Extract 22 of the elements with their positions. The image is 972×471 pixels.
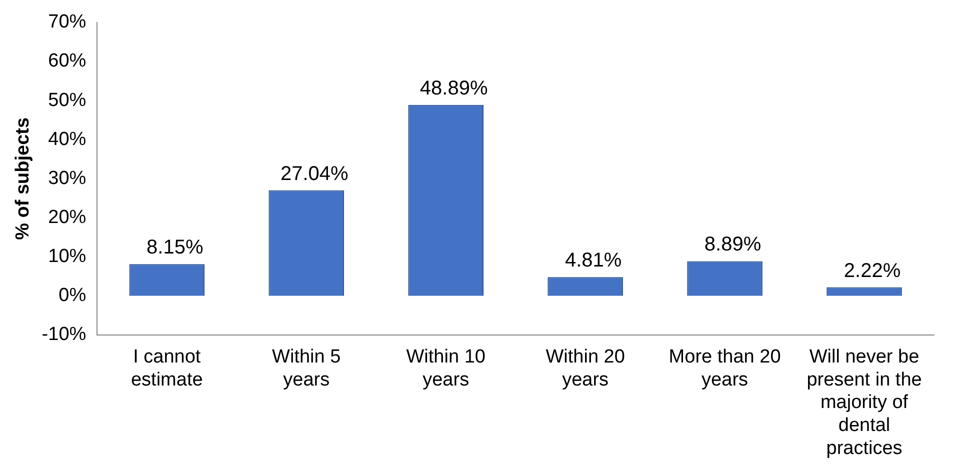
y-tick-label: 60% (48, 50, 86, 72)
data-label: 48.89% (420, 77, 488, 100)
x-tick-label: I cannot estimate (130, 346, 203, 390)
data-label: 27.04% (280, 162, 348, 185)
x-tick-label: Will never be present in the majority of dental practices (806, 346, 922, 459)
x-tick-label: Within 20 years (546, 346, 625, 390)
data-label: 2.22% (844, 260, 901, 282)
x-tick-label: Within 5 years (272, 346, 341, 390)
y-tick-label: 40% (48, 128, 86, 150)
y-tick-label: 10% (48, 246, 86, 268)
data-label: 4.81% (564, 250, 622, 272)
data-label: 8.89% (704, 234, 762, 256)
data-label: 8.15% (146, 236, 204, 259)
y-tick-label: 0% (58, 285, 86, 306)
y-axis-title: % of subjects (12, 117, 34, 240)
y-tick-label: 50% (48, 90, 86, 111)
y-tick-label: -10% (42, 324, 86, 346)
y-tick-label: 20% (48, 207, 86, 228)
y-tick-label: 30% (48, 168, 86, 189)
x-tick-label: More than 20 years (668, 346, 781, 390)
x-tick-label: Within 10 years (406, 346, 486, 390)
y-tick-label: 70% (48, 12, 86, 33)
